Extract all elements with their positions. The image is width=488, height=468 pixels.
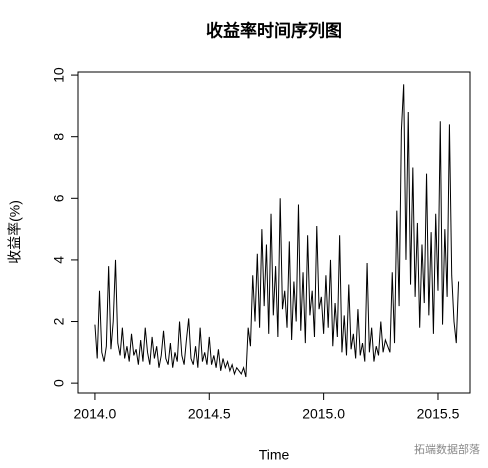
plot-box bbox=[77, 71, 471, 394]
x-tick-label: 2015.5 bbox=[417, 406, 460, 422]
y-tick-label: 8 bbox=[51, 133, 67, 141]
x-tick-label: 2015.0 bbox=[302, 406, 345, 422]
y-tick-label: 6 bbox=[51, 194, 67, 202]
y-tick-label: 0 bbox=[51, 379, 67, 387]
y-tick-label: 10 bbox=[51, 67, 67, 83]
x-tick-label: 2014.5 bbox=[188, 406, 231, 422]
chart-title: 收益率时间序列图 bbox=[206, 21, 342, 42]
y-tick-label: 4 bbox=[51, 256, 67, 264]
x-axis-label: Time bbox=[259, 447, 290, 463]
y-axis-label: 收益率(%) bbox=[7, 200, 23, 264]
series-line bbox=[94, 84, 460, 378]
watermark: 拓端数据部落 bbox=[414, 442, 480, 456]
y-tick-label: 2 bbox=[51, 317, 67, 325]
x-tick-label: 2014.0 bbox=[74, 406, 117, 422]
